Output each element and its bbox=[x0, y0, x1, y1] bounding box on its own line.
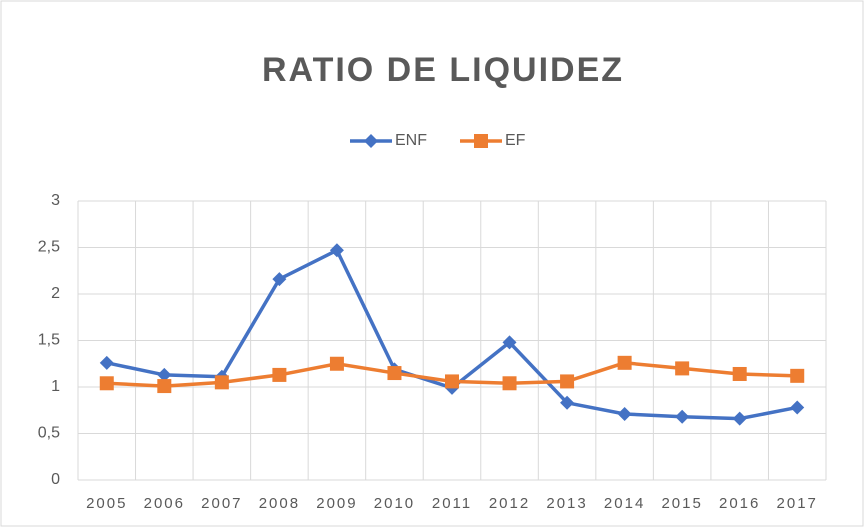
x-tick-label: 2012 bbox=[489, 495, 530, 512]
marker bbox=[675, 409, 690, 424]
marker bbox=[732, 366, 747, 381]
marker bbox=[474, 134, 488, 148]
marker bbox=[732, 411, 747, 426]
chart-title: RATIO DE LIQUIDEZ bbox=[262, 51, 624, 89]
marker bbox=[617, 406, 632, 421]
x-tick-label: 2008 bbox=[259, 495, 300, 512]
y-tick-label: 2 bbox=[51, 285, 60, 302]
x-tick-label: 2017 bbox=[777, 495, 818, 512]
marker bbox=[502, 376, 517, 391]
marker bbox=[387, 366, 402, 381]
marker bbox=[560, 374, 575, 389]
x-tick-label: 2007 bbox=[201, 495, 242, 512]
x-tick-label: 2016 bbox=[719, 495, 760, 512]
x-tick-label: 2014 bbox=[604, 495, 645, 512]
legend-label: EF bbox=[505, 132, 526, 149]
x-tick-label: 2013 bbox=[546, 495, 587, 512]
marker bbox=[617, 355, 632, 370]
y-tick-label: 1,5 bbox=[38, 332, 60, 349]
marker bbox=[99, 355, 114, 370]
x-tick-label: 2010 bbox=[374, 495, 415, 512]
y-tick-label: 0 bbox=[51, 471, 60, 488]
y-tick-label: 0,5 bbox=[38, 425, 60, 442]
x-tick-label: 2011 bbox=[432, 495, 472, 512]
y-tick-label: 3 bbox=[51, 192, 60, 209]
x-tick-label: 2015 bbox=[661, 495, 702, 512]
y-tick-label: 2,5 bbox=[38, 239, 60, 256]
marker bbox=[560, 395, 575, 410]
y-tick-label: 1 bbox=[51, 378, 60, 395]
marker bbox=[272, 272, 287, 287]
marker bbox=[329, 356, 344, 371]
x-tick-label: 2006 bbox=[144, 495, 185, 512]
marker bbox=[502, 335, 517, 350]
x-tick-label: 2005 bbox=[86, 495, 127, 512]
legend-label: ENF bbox=[395, 132, 427, 149]
x-tick-label: 2009 bbox=[316, 495, 357, 512]
marker bbox=[157, 367, 172, 382]
marker bbox=[445, 374, 459, 389]
marker bbox=[329, 243, 344, 258]
marker bbox=[272, 367, 287, 382]
marker bbox=[214, 375, 229, 390]
marker bbox=[157, 379, 172, 394]
marker bbox=[99, 376, 114, 391]
marker bbox=[364, 134, 378, 148]
marker bbox=[790, 400, 805, 415]
marker bbox=[790, 368, 805, 383]
marker bbox=[675, 361, 690, 376]
